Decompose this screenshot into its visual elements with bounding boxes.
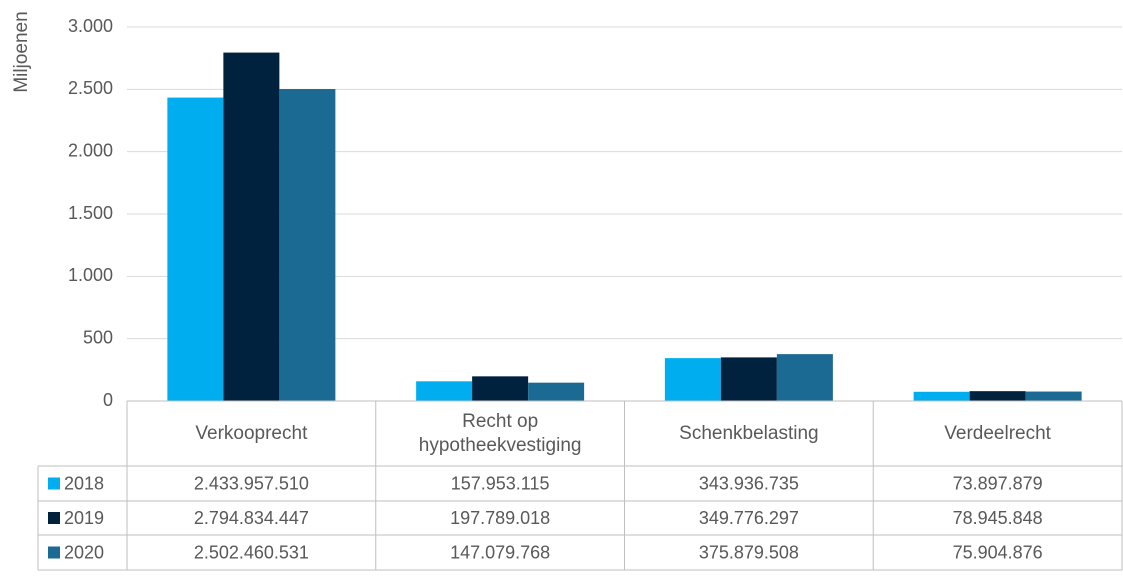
y-tick-label: 1.500 — [68, 203, 113, 223]
bar — [1025, 391, 1082, 401]
x-tick-label: Schenkbelasting — [679, 422, 819, 444]
x-tick-label: Verdeelrecht — [944, 422, 1051, 444]
y-tick-label: 2.500 — [68, 78, 113, 98]
legend-swatch — [48, 546, 60, 559]
category-cell: Verdeelrecht — [944, 422, 1051, 444]
x-tick-label: Recht op hypotheekvestiging — [418, 410, 582, 456]
legend-label: 2018 — [64, 473, 104, 493]
bar — [167, 97, 224, 402]
table-value: 75.904.876 — [953, 542, 1043, 562]
legend-swatch — [48, 512, 60, 524]
table-value: 375.879.508 — [699, 542, 799, 562]
table-value: 73.897.879 — [953, 473, 1043, 493]
table-value: 343.936.735 — [699, 473, 799, 493]
table-value: 147.079.768 — [450, 542, 550, 562]
x-tick-label: Verkooprecht — [195, 422, 308, 444]
bar — [223, 52, 280, 402]
bar — [776, 354, 833, 401]
bar — [720, 357, 777, 401]
category-cell: Recht op hypotheekvestiging — [418, 410, 582, 456]
legend-label: 2020 — [64, 542, 104, 562]
table-value: 197.789.018 — [450, 508, 550, 528]
bar — [664, 358, 721, 401]
bar — [528, 382, 585, 401]
category-cell: Verkooprecht — [195, 422, 308, 444]
y-axis-label: Miljoenen — [11, 11, 32, 92]
y-tick-label: 0 — [103, 390, 113, 410]
table-value: 78.945.848 — [953, 508, 1043, 528]
bar — [416, 381, 473, 401]
bar — [969, 391, 1026, 401]
y-tick-label: 2.000 — [68, 140, 113, 160]
table-value: 2.433.957.510 — [194, 473, 309, 493]
y-tick-label: 500 — [83, 327, 113, 347]
y-tick-label: 1.000 — [68, 265, 113, 285]
table-value: 157.953.115 — [451, 473, 550, 493]
legend-swatch — [48, 477, 60, 490]
legend-label: 2019 — [64, 508, 104, 528]
y-tick-label: 3.000 — [68, 16, 113, 36]
table-value: 349.776.297 — [699, 508, 799, 528]
table-value: 2.502.460.531 — [194, 542, 309, 562]
category-cell: Schenkbelasting — [679, 422, 819, 444]
bar — [279, 89, 336, 402]
table-value: 2.794.834.447 — [194, 508, 309, 528]
bar — [472, 376, 529, 401]
bar — [913, 391, 970, 401]
